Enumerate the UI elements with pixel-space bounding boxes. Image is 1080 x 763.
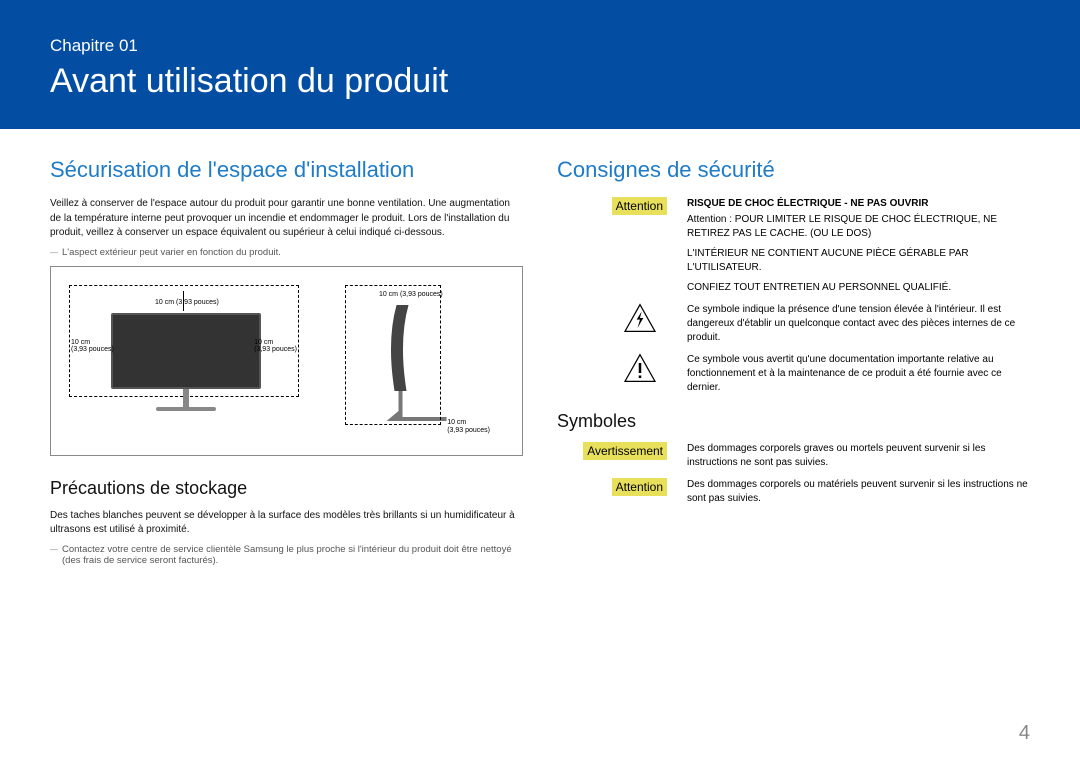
avertissement-label: Avertissement: [583, 442, 667, 460]
avertissement-row: Avertissement Des dommages corporels gra…: [557, 442, 1030, 470]
section-heading-installation: Sécurisation de l'espace d'installation: [50, 157, 523, 183]
shock-symbol-row: Ce symbole indique la présence d'une ten…: [557, 303, 1030, 345]
dim-left-1: 10 cm: [71, 339, 90, 346]
clearance-diagram: 10 cm (3,93 pouces) 10 cm (3,93 pouces) …: [50, 266, 523, 456]
attention2-row: Attention Des dommages corporels ou maté…: [557, 478, 1030, 506]
attention2-text: Des dommages corporels ou matériels peuv…: [687, 478, 1030, 506]
left-column: Sécurisation de l'espace d'installation …: [50, 157, 523, 574]
page-content: Sécurisation de l'espace d'installation …: [0, 129, 1080, 574]
installation-paragraph: Veillez à conserver de l'espace autour d…: [50, 197, 523, 241]
avertissement-text: Des dommages corporels graves ou mortels…: [687, 442, 1030, 470]
dim-side-top: 10 cm (3,93 pouces): [379, 291, 443, 299]
attention-line2: L'INTÉRIEUR NE CONTIENT AUCUNE PIÈCE GÉR…: [687, 247, 1030, 275]
dim-side-b1: 10 cm: [447, 419, 466, 426]
warning-symbol-text: Ce symbole vous avertit qu'une documenta…: [687, 353, 1030, 395]
chapter-title: Avant utilisation du produit: [50, 62, 1030, 101]
dim-side-b2: (3,93 pouces): [447, 427, 490, 434]
dim-left-2: (3,93 pouces): [71, 346, 114, 353]
chapter-label: Chapitre 01: [50, 36, 1030, 56]
chapter-header: Chapitre 01 Avant utilisation du produit: [0, 0, 1080, 129]
dim-right-2: (3,93 pouces): [254, 346, 297, 353]
exclamation-triangle-icon: [623, 353, 657, 383]
section-heading-safety: Consignes de sécurité: [557, 157, 1030, 183]
attention-block: Attention RISQUE DE CHOC ÉLECTRIQUE - NE…: [557, 197, 1030, 295]
attention-line3: CONFIEZ TOUT ENTRETIEN AU PERSONNEL QUAL…: [687, 281, 1030, 295]
storage-paragraph: Des taches blanches peuvent se développe…: [50, 509, 523, 538]
installation-note: L'aspect extérieur peut varier en foncti…: [50, 247, 523, 258]
diagram-front-view: 10 cm (3,93 pouces) 10 cm (3,93 pouces) …: [65, 281, 303, 441]
right-column: Consignes de sécurité Attention RISQUE D…: [557, 157, 1030, 574]
diagram-side-view: 10 cm (3,93 pouces) 10 cm (3,93 pouces): [325, 281, 508, 441]
attention-title: RISQUE DE CHOC ÉLECTRIQUE - NE PAS OUVRI…: [687, 197, 1030, 211]
dim-right-1: 10 cm: [254, 339, 273, 346]
shock-symbol-text: Ce symbole indique la présence d'une ten…: [687, 303, 1030, 345]
page-number: 4: [1019, 722, 1030, 745]
attention-line1: Attention : POUR LIMITER LE RISQUE DE CH…: [687, 213, 1030, 241]
section-heading-storage: Précautions de stockage: [50, 478, 523, 499]
attention2-label: Attention: [612, 478, 667, 496]
attention-label: Attention: [612, 197, 667, 215]
shock-triangle-icon: [623, 303, 657, 333]
storage-note: Contactez votre centre de service client…: [50, 544, 523, 566]
symbols-heading: Symboles: [557, 411, 1030, 432]
warning-symbol-row: Ce symbole vous avertit qu'une documenta…: [557, 353, 1030, 395]
dim-top: 10 cm (3,93 pouces): [155, 299, 219, 307]
